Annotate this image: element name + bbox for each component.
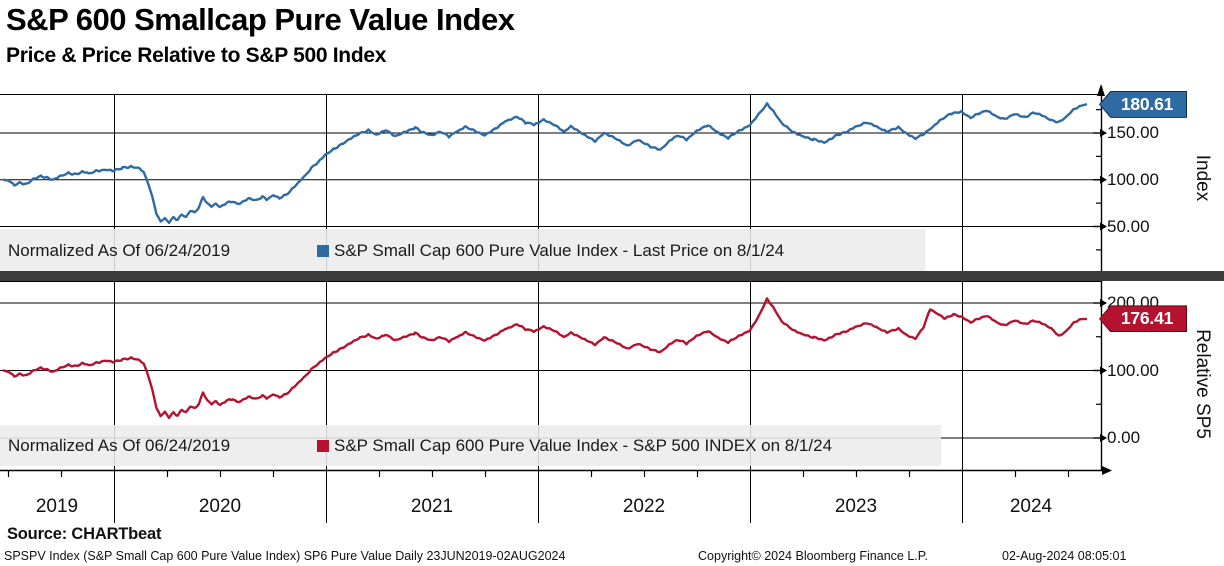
panel-divider-bar — [0, 271, 1224, 281]
y-tick-label: 100.00 — [1107, 169, 1159, 189]
y-tick-label: 0.00 — [1107, 428, 1141, 447]
legend-top-series-label: S&P Small Cap 600 Pure Value Index - Las… — [334, 240, 785, 260]
y-tick-label: 150.00 — [1107, 123, 1159, 142]
y-tick-arrow-icon — [1100, 434, 1107, 442]
last-price-badge-relative-value: 176.41 — [1100, 306, 1186, 332]
y-tick-label: 50.00 — [1107, 216, 1150, 236]
x-year-label: 2019 — [35, 496, 79, 517]
legend-top-normalized-label: Normalized As Of 06/24/2019 — [8, 240, 231, 260]
y-axis-title-relative-sp5: Relative SP5 — [1192, 329, 1213, 439]
y-tick-arrow-icon — [1100, 299, 1107, 307]
footer-descriptor: SPSPV Index (S&P Small Cap 600 Pure Valu… — [4, 549, 566, 563]
x-year-label: 2023 — [834, 496, 878, 517]
page-title: S&P 600 Smallcap Pure Value Index — [6, 2, 515, 37]
x-year-label: 2020 — [198, 496, 242, 517]
x-year-label: 2022 — [622, 496, 666, 517]
relative-price-line — [2, 297, 1088, 420]
y-tick-label: 100.00 — [1107, 360, 1159, 380]
source-label: Source: CHARTbeat — [7, 525, 162, 543]
last-price-badge-index-value: 180.61 — [1100, 91, 1186, 117]
y-axis-title-index: Index — [1192, 154, 1213, 202]
series-swatch-red-icon — [317, 439, 329, 452]
page-subtitle: Price & Price Relative to S&P 500 Index — [6, 44, 387, 67]
footer-timestamp: 02-Aug-2024 08:05:01 — [1002, 549, 1127, 563]
y-tick-arrow-icon — [1100, 129, 1107, 137]
y-tick-arrow-icon — [1100, 222, 1107, 231]
legend-bottom-series-label: S&P Small Cap 600 Pure Value Index - S&P… — [334, 435, 833, 455]
y-tick-arrow-icon — [1100, 175, 1107, 184]
last-price-badge-relative: 176.41 — [1099, 305, 1187, 333]
legend-strip-bottom: Normalized As Of 06/24/2019 S&P Small Ca… — [0, 425, 941, 466]
x-axis-arrow-icon — [1102, 466, 1112, 475]
y-axis-top-arrow-icon — [1097, 84, 1105, 96]
index-price-line — [2, 102, 1088, 225]
series-swatch-blue-icon — [317, 244, 329, 257]
footer-copyright: Copyright© 2024 Bloomberg Finance L.P. — [698, 549, 928, 563]
y-tick-arrow-icon — [1100, 366, 1107, 375]
x-year-label: 2021 — [410, 496, 454, 517]
legend-bottom-normalized-label: Normalized As Of 06/24/2019 — [8, 435, 231, 455]
last-price-badge-index: 180.61 — [1099, 90, 1187, 118]
legend-strip-top: Normalized As Of 06/24/2019 S&P Small Ca… — [0, 229, 925, 272]
x-year-label: 2024 — [1009, 496, 1053, 517]
